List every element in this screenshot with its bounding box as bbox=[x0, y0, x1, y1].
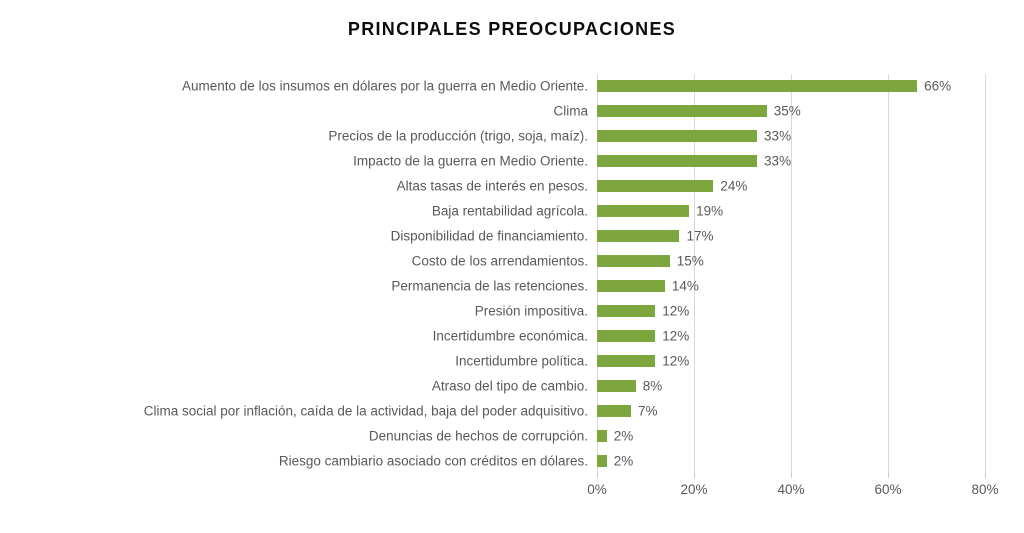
chart-title: PRINCIPALES PREOCUPACIONES bbox=[347, 19, 677, 39]
category-label: Riesgo cambiario asociado con créditos e… bbox=[278, 453, 588, 469]
gridline bbox=[694, 74, 695, 473]
gridline bbox=[791, 74, 792, 473]
bar bbox=[597, 255, 670, 268]
bar-value-label: 12% bbox=[662, 328, 690, 344]
category-label: Precios de la producción (trigo, soja, m… bbox=[328, 128, 588, 144]
bar bbox=[597, 404, 631, 417]
x-axis-tick-label: 60% bbox=[874, 482, 902, 497]
x-axis-tick-label: 0% bbox=[587, 482, 607, 497]
bar bbox=[597, 205, 690, 218]
bar-value-label: 15% bbox=[676, 253, 704, 269]
x-axis-tick-label: 40% bbox=[777, 482, 805, 497]
category-label: Denuncias de hechos de corrupción. bbox=[368, 428, 588, 444]
axis-tick-mark bbox=[694, 473, 695, 478]
bar-value-label: 7% bbox=[637, 403, 658, 419]
bar-row: Denuncias de hechos de corrupción. 2% bbox=[369, 423, 985, 448]
gridline bbox=[597, 74, 598, 473]
bar-row: Disponibilidad de financiamiento. 17% bbox=[391, 224, 985, 249]
bar bbox=[597, 279, 665, 292]
bar-value-label: 2% bbox=[613, 428, 634, 444]
bar-row: Presión impositiva. 12% bbox=[475, 298, 985, 323]
bar bbox=[597, 329, 656, 342]
category-label: Disponibilidad de financiamiento. bbox=[390, 228, 588, 244]
bar-value-label: 19% bbox=[696, 203, 724, 219]
bar-value-label: 14% bbox=[671, 278, 699, 294]
bar-value-label: 12% bbox=[662, 353, 690, 369]
bar-row: Costo de los arrendamientos. 15% bbox=[412, 249, 985, 274]
bar-row: Clima 35% bbox=[553, 99, 985, 124]
axis-tick-mark bbox=[985, 473, 986, 478]
gridline bbox=[985, 74, 986, 473]
category-label: Incertidumbre política. bbox=[455, 353, 588, 369]
category-label: Clima social por inflación, caída de la … bbox=[143, 403, 588, 419]
category-label: Baja rentabilidad agrícola. bbox=[431, 203, 588, 219]
bar-row: Incertidumbre económica. 12% bbox=[433, 323, 985, 348]
bar bbox=[597, 354, 656, 367]
bar-value-label: 8% bbox=[642, 378, 663, 394]
category-label: Altas tasas de interés en pesos. bbox=[396, 178, 588, 194]
bar bbox=[597, 304, 656, 317]
category-label: Clima bbox=[553, 103, 588, 119]
bar-row: Atraso del tipo de cambio. 8% bbox=[432, 373, 985, 398]
bar-value-label: 24% bbox=[720, 178, 748, 194]
category-label: Incertidumbre económica. bbox=[432, 328, 588, 344]
bar-value-label: 2% bbox=[613, 453, 634, 469]
category-label: Aumento de los insumos en dólares por la… bbox=[182, 78, 588, 94]
bar bbox=[597, 429, 607, 442]
bar-value-label: 66% bbox=[924, 78, 952, 94]
bar-value-label: 17% bbox=[686, 228, 714, 244]
bar bbox=[597, 130, 758, 143]
category-label: Impacto de la guerra en Medio Oriente. bbox=[353, 153, 588, 169]
bar bbox=[597, 80, 918, 93]
plot-area: 0% 20% 40% 60% 80% Aumento de los insumos en … bbox=[144, 74, 999, 497]
axis-tick-mark bbox=[791, 473, 792, 478]
bar-row: Baja rentabilidad agrícola. 19% bbox=[432, 199, 985, 224]
bar-value-label: 12% bbox=[662, 303, 690, 319]
bar bbox=[597, 105, 767, 118]
bar bbox=[597, 379, 636, 392]
bar-row: Altas tasas de interés en pesos. 24% bbox=[397, 174, 985, 199]
bar bbox=[597, 230, 680, 243]
bar-value-label: 33% bbox=[764, 128, 792, 144]
gridline bbox=[888, 74, 889, 473]
bar-row: Permanencia de las retenciones. 14% bbox=[391, 274, 985, 299]
x-axis-tick-label: 80% bbox=[971, 482, 999, 497]
bar bbox=[597, 155, 758, 168]
bar-row: Clima social por inflación, caída de la … bbox=[144, 398, 985, 423]
category-label: Permanencia de las retenciones. bbox=[391, 278, 588, 294]
bar bbox=[597, 180, 714, 193]
category-label: Presión impositiva. bbox=[474, 303, 588, 319]
bar-row: Precios de la producción (trigo, soja, m… bbox=[328, 124, 985, 149]
x-axis-tick-label: 20% bbox=[680, 482, 708, 497]
bar-value-label: 35% bbox=[773, 103, 801, 119]
bar-row: Impacto de la guerra en Medio Oriente. 33… bbox=[353, 149, 985, 174]
bar-row: Riesgo cambiario asociado con créditos e… bbox=[279, 448, 985, 473]
category-label: Costo de los arrendamientos. bbox=[411, 253, 588, 269]
category-label: Atraso del tipo de cambio. bbox=[431, 378, 588, 394]
bar-row: Incertidumbre política. 12% bbox=[455, 348, 985, 373]
axis-tick-mark bbox=[597, 473, 598, 478]
bar-value-label: 33% bbox=[764, 153, 792, 169]
bar-row: Aumento de los insumos en dólares por la… bbox=[182, 74, 985, 99]
axis-tick-mark bbox=[888, 473, 889, 478]
bar bbox=[597, 454, 607, 467]
